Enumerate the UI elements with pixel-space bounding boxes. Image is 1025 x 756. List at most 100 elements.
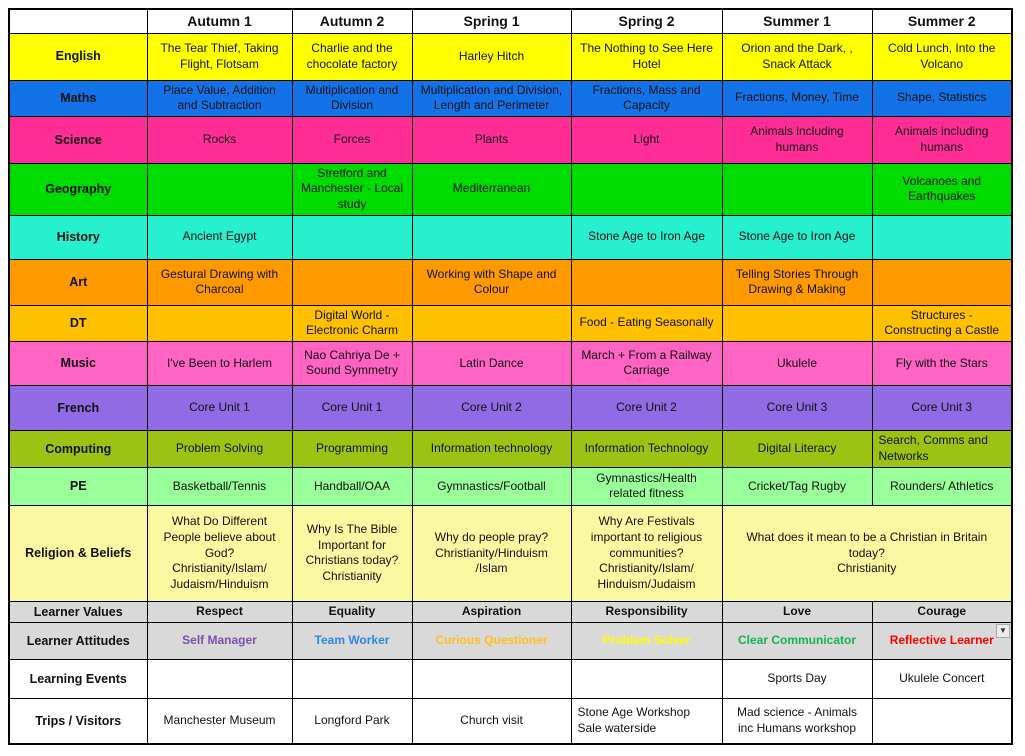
- cell-learning-events-spring-2[interactable]: [570, 659, 723, 700]
- cell-religion-beliefs-autumn-2[interactable]: Why Is The Bible Important for Christian…: [291, 504, 413, 602]
- cell-maths-summer-1[interactable]: Fractions, Money, Time: [721, 79, 873, 117]
- cell-computing-summer-1[interactable]: Digital Literacy: [721, 429, 873, 468]
- cell-french-spring-1[interactable]: Core Unit 2: [411, 384, 572, 431]
- cell-computing-summer-2[interactable]: Search, Comms and Networks: [871, 429, 1013, 468]
- cell-history-summer-1[interactable]: Stone Age to Iron Age: [721, 214, 873, 260]
- cell-trips-visitors-summer-2[interactable]: [871, 698, 1013, 745]
- cell-geography-summer-1[interactable]: [721, 162, 873, 216]
- cell-learning-events-summer-1[interactable]: Sports Day: [721, 659, 873, 700]
- cell-trips-visitors-autumn-1[interactable]: Manchester Museum: [146, 698, 293, 745]
- cell-music-autumn-2[interactable]: Nao Cahriya De + Sound Symmetry: [291, 340, 413, 386]
- cell-history-spring-2[interactable]: Stone Age to Iron Age: [570, 214, 723, 260]
- cell-geography-autumn-2[interactable]: Stretford and Manchester - Local study: [291, 162, 413, 216]
- cell-art-spring-1[interactable]: Working with Shape and Colour: [411, 258, 572, 306]
- cell-pe-autumn-1[interactable]: Basketball/Tennis: [146, 466, 293, 506]
- cell-religion-beliefs-summer-1[interactable]: What does it mean to be a Christian in B…: [721, 504, 1013, 602]
- row-label-science[interactable]: Science: [8, 115, 148, 164]
- cell-history-spring-1[interactable]: [411, 214, 572, 260]
- cell-history-autumn-2[interactable]: [291, 214, 413, 260]
- cell-pe-autumn-2[interactable]: Handball/OAA: [291, 466, 413, 506]
- cell-computing-autumn-2[interactable]: Programming: [291, 429, 413, 468]
- cell-learner-values-summer-2[interactable]: Courage: [871, 600, 1013, 624]
- column-header-autumn-2[interactable]: Autumn 2: [291, 8, 413, 34]
- cell-computing-spring-1[interactable]: Information technology: [411, 429, 572, 468]
- column-header-summer-1[interactable]: Summer 1: [721, 8, 873, 34]
- cell-trips-visitors-spring-2[interactable]: Stone Age Workshop Sale waterside: [570, 698, 723, 745]
- cell-science-autumn-1[interactable]: Rocks: [146, 115, 293, 164]
- cell-english-summer-2[interactable]: Cold Lunch, Into the Volcano: [871, 32, 1013, 81]
- cell-pe-summer-2[interactable]: Rounders/ Athletics: [871, 466, 1013, 506]
- cell-maths-spring-2[interactable]: Fractions, Mass and Capacity: [570, 79, 723, 117]
- row-label-french[interactable]: French: [8, 384, 148, 431]
- column-header-spring-2[interactable]: Spring 2: [570, 8, 723, 34]
- cell-religion-beliefs-spring-2[interactable]: Why Are Festivals important to religious…: [570, 504, 723, 602]
- cell-maths-autumn-2[interactable]: Multiplication and Division: [291, 79, 413, 117]
- cell-dt-summer-1[interactable]: [721, 304, 873, 342]
- cell-pe-summer-1[interactable]: Cricket/Tag Rugby: [721, 466, 873, 506]
- row-label-pe[interactable]: PE: [8, 466, 148, 506]
- cell-art-spring-2[interactable]: [570, 258, 723, 306]
- cell-geography-summer-2[interactable]: Volcanoes and Earthquakes: [871, 162, 1013, 216]
- cell-geography-spring-1[interactable]: Mediterranean: [411, 162, 572, 216]
- cell-pe-spring-2[interactable]: Gymnastics/Health related fitness: [570, 466, 723, 506]
- cell-english-autumn-2[interactable]: Charlie and the chocolate factory: [291, 32, 413, 81]
- row-label-english[interactable]: English: [8, 32, 148, 81]
- cell-learner-attitudes-spring-2[interactable]: Problem Solver: [570, 622, 723, 661]
- cell-science-spring-2[interactable]: Light: [570, 115, 723, 164]
- cell-learning-events-summer-2[interactable]: Ukulele Concert: [871, 659, 1013, 700]
- cell-art-autumn-1[interactable]: Gestural Drawing with Charcoal: [146, 258, 293, 306]
- cell-learner-attitudes-summer-1[interactable]: Clear Communicator: [721, 622, 873, 661]
- cell-music-autumn-1[interactable]: I've Been to Harlem: [146, 340, 293, 386]
- row-label-history[interactable]: History: [8, 214, 148, 260]
- cell-history-summer-2[interactable]: [871, 214, 1013, 260]
- cell-art-summer-2[interactable]: [871, 258, 1013, 306]
- cell-learning-events-autumn-1[interactable]: [146, 659, 293, 700]
- cell-music-spring-2[interactable]: March + From a Railway Carriage: [570, 340, 723, 386]
- cell-french-autumn-1[interactable]: Core Unit 1: [146, 384, 293, 431]
- row-label-learner-values[interactable]: Learner Values: [8, 600, 148, 624]
- cell-french-summer-2[interactable]: Core Unit 3: [871, 384, 1013, 431]
- cell-english-autumn-1[interactable]: The Tear Thief, Taking Flight, Flotsam: [146, 32, 293, 81]
- cell-religion-beliefs-autumn-1[interactable]: What Do Different People believe about G…: [146, 504, 293, 602]
- cell-learning-events-spring-1[interactable]: [411, 659, 572, 700]
- row-label-geography[interactable]: Geography: [8, 162, 148, 216]
- cell-dt-spring-2[interactable]: Food - Eating Seasonally: [570, 304, 723, 342]
- cell-geography-spring-2[interactable]: [570, 162, 723, 216]
- cell-history-autumn-1[interactable]: Ancient Egypt: [146, 214, 293, 260]
- row-label-learning-events[interactable]: Learning Events: [8, 659, 148, 700]
- cell-trips-visitors-summer-1[interactable]: Mad science - Animals inc Humans worksho…: [721, 698, 873, 745]
- cell-learner-attitudes-autumn-2[interactable]: Team Worker: [291, 622, 413, 661]
- column-header-autumn-1[interactable]: Autumn 1: [146, 8, 293, 34]
- cell-maths-autumn-1[interactable]: Place Value, Addition and Subtraction: [146, 79, 293, 117]
- cell-science-spring-1[interactable]: Plants: [411, 115, 572, 164]
- row-label-maths[interactable]: Maths: [8, 79, 148, 117]
- dropdown-arrow-icon[interactable]: ▼: [996, 624, 1010, 639]
- cell-science-summer-1[interactable]: Animals including humans: [721, 115, 873, 164]
- cell-learner-values-autumn-2[interactable]: Equality: [291, 600, 413, 624]
- cell-art-autumn-2[interactable]: [291, 258, 413, 306]
- cell-maths-spring-1[interactable]: Multiplication and Division, Length and …: [411, 79, 572, 117]
- row-label-computing[interactable]: Computing: [8, 429, 148, 468]
- cell-learner-attitudes-spring-1[interactable]: Curious Questioner: [411, 622, 572, 661]
- row-label-art[interactable]: Art: [8, 258, 148, 306]
- cell-english-spring-2[interactable]: The Nothing to See Here Hotel: [570, 32, 723, 81]
- row-label-music[interactable]: Music: [8, 340, 148, 386]
- cell-french-summer-1[interactable]: Core Unit 3: [721, 384, 873, 431]
- cell-art-summer-1[interactable]: Telling Stories Through Drawing & Making: [721, 258, 873, 306]
- cell-music-spring-1[interactable]: Latin Dance: [411, 340, 572, 386]
- cell-french-spring-2[interactable]: Core Unit 2: [570, 384, 723, 431]
- row-label-dt[interactable]: DT: [8, 304, 148, 342]
- cell-trips-visitors-autumn-2[interactable]: Longford Park: [291, 698, 413, 745]
- cell-maths-summer-2[interactable]: Shape, Statistics: [871, 79, 1013, 117]
- cell-dt-spring-1[interactable]: [411, 304, 572, 342]
- cell-english-summer-1[interactable]: Orion and the Dark, , Snack Attack: [721, 32, 873, 81]
- cell-learner-attitudes-autumn-1[interactable]: Self Manager: [146, 622, 293, 661]
- cell-learner-values-autumn-1[interactable]: Respect: [146, 600, 293, 624]
- row-label-trips-visitors[interactable]: Trips / Visitors: [8, 698, 148, 745]
- corner-cell[interactable]: [8, 8, 148, 34]
- cell-learner-attitudes-summer-2[interactable]: Reflective Learner ▼: [871, 622, 1013, 661]
- column-header-spring-1[interactable]: Spring 1: [411, 8, 572, 34]
- cell-pe-spring-1[interactable]: Gymnastics/Football: [411, 466, 572, 506]
- cell-science-autumn-2[interactable]: Forces: [291, 115, 413, 164]
- cell-french-autumn-2[interactable]: Core Unit 1: [291, 384, 413, 431]
